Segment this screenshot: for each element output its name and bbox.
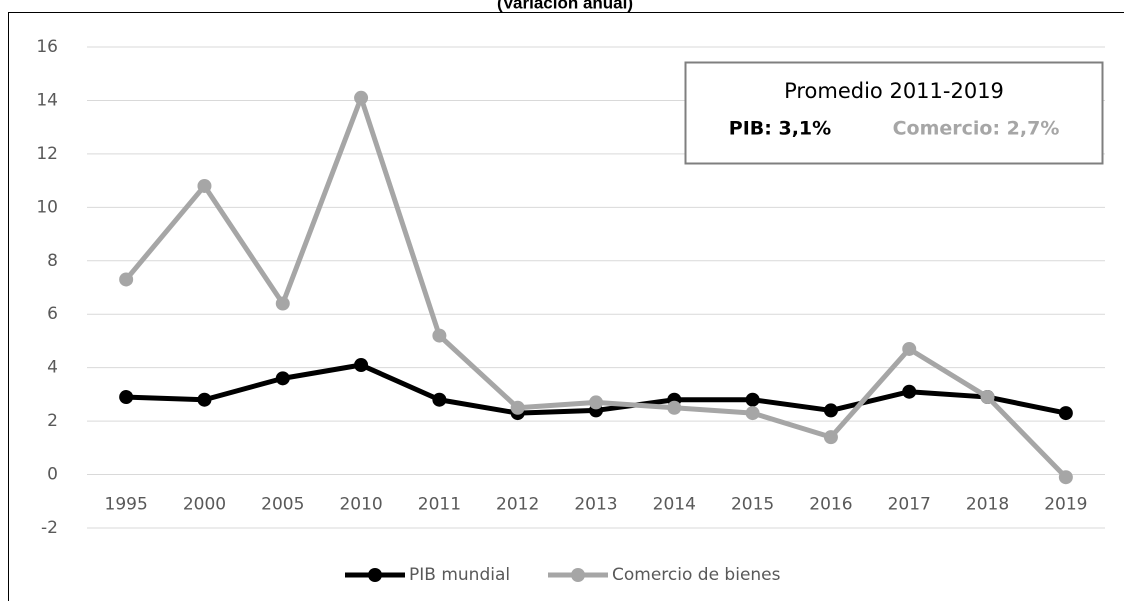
x-tick-label: 2013 xyxy=(574,495,617,515)
annotation-title: Promedio 2011-2019 xyxy=(784,79,1004,103)
series-marker xyxy=(432,392,447,407)
x-tick-label: 2018 xyxy=(966,495,1009,515)
x-tick-label: 2014 xyxy=(653,495,696,515)
y-tick-label: 16 xyxy=(36,37,58,57)
y-tick-label: 12 xyxy=(36,144,58,164)
x-tick-label: 1995 xyxy=(105,495,148,515)
series-marker xyxy=(589,395,603,410)
series-marker xyxy=(197,392,212,407)
x-tick-label: 2012 xyxy=(496,495,539,515)
series-marker xyxy=(275,296,290,311)
series-marker xyxy=(902,341,917,356)
series-marker xyxy=(197,178,212,193)
series-marker xyxy=(1058,406,1073,421)
x-tick-label: 2019 xyxy=(1044,495,1087,515)
y-tick-label: 4 xyxy=(47,358,58,378)
series-marker xyxy=(354,90,369,105)
y-tick-label: 6 xyxy=(47,304,58,324)
annotation-comercio: Comercio: 2,7% xyxy=(893,118,1060,140)
x-tick-label: 2016 xyxy=(809,495,852,515)
chart-title: (Variación anual) xyxy=(497,0,633,12)
series-marker xyxy=(980,390,995,405)
x-tick-label: 2015 xyxy=(731,495,774,515)
y-tick-label: 10 xyxy=(36,197,58,217)
series-marker xyxy=(745,392,760,407)
annotation-pib: PIB: 3,1% xyxy=(729,118,831,140)
y-tick-label: 8 xyxy=(47,251,58,271)
legend-marker xyxy=(571,568,585,582)
x-tick-label: 2000 xyxy=(183,495,226,515)
y-tick-label: 14 xyxy=(36,90,58,110)
series-marker xyxy=(354,357,369,372)
series-marker xyxy=(667,400,682,415)
series-marker xyxy=(823,430,838,445)
x-tick-label: 2011 xyxy=(418,495,461,515)
series-marker xyxy=(275,371,290,386)
y-tick-label: -2 xyxy=(41,518,58,538)
series-marker xyxy=(432,328,447,343)
series-marker xyxy=(119,272,134,287)
legend-label: PIB mundial xyxy=(409,565,510,585)
annotation-box xyxy=(684,61,1104,165)
series-marker xyxy=(119,390,134,405)
x-tick-label: 2017 xyxy=(888,495,931,515)
series-marker xyxy=(745,406,760,421)
x-tick-label: 2010 xyxy=(339,495,382,515)
series-marker xyxy=(823,403,838,418)
series-marker xyxy=(902,384,917,399)
legend-marker xyxy=(368,568,382,582)
y-tick-label: 2 xyxy=(47,411,58,431)
y-tick-label: 0 xyxy=(47,465,58,485)
series-marker xyxy=(1058,470,1073,485)
legend-label: Comercio de bienes xyxy=(612,565,781,585)
plot: -2 0 2 4 6 8 10 12 14 16 1995 2000 2005 2010 2011 2012 2… xyxy=(36,37,1105,585)
x-tick-label: 2005 xyxy=(261,495,304,515)
series-marker xyxy=(510,400,525,415)
